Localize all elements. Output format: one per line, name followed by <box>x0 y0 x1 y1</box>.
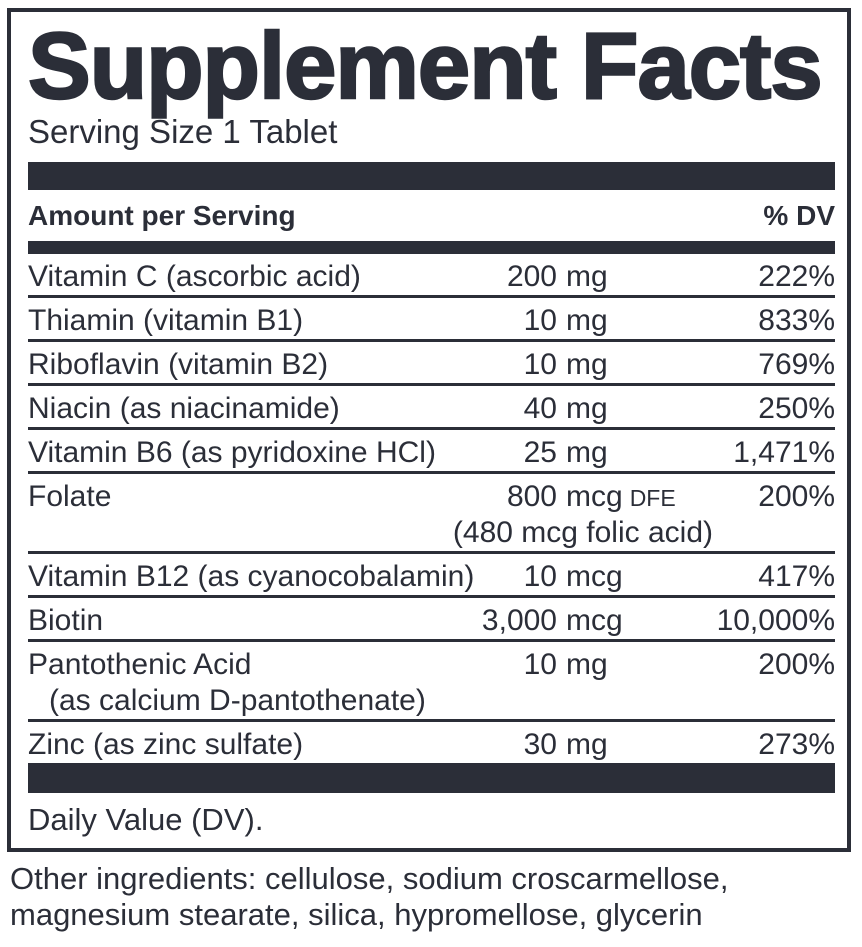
ingredient-row: Folate 800 mcg DFE 200% (480 mcg folic ac… <box>28 474 835 554</box>
ingredient-amount-value: 25 <box>523 435 557 469</box>
ingredient-daily-value: 417% <box>758 559 835 593</box>
serving-size-text: Serving Size 1 Tablet <box>28 112 338 150</box>
percent-dv-header: % DV <box>763 199 835 231</box>
other-ingredients-line-1: Other ingredients: cellulose, sodium cro… <box>10 860 729 896</box>
ingredient-unit-text: mg <box>566 647 608 681</box>
ingredient-amount-value: 10 <box>523 647 557 681</box>
ingredient-unit-text: mg <box>566 727 608 761</box>
ingredient-daily-value: 10,000% <box>716 603 835 637</box>
ingredient-name: Niacin (as niacinamide) <box>28 391 340 425</box>
ingredient-daily-value: 833% <box>758 303 835 337</box>
ingredient-amount-value: 30 <box>523 727 557 761</box>
ingredient-row: Biotin 3,000 mcg 10,000% <box>28 598 835 642</box>
ingredient-subtext: (480 mcg folic acid) <box>452 515 713 549</box>
ingredient-unit-suffix: DFE <box>629 484 676 511</box>
ingredient-amount-value: 10 <box>523 347 557 381</box>
ingredient-row: Niacin (as niacinamide) 40 mg 250% <box>28 386 835 430</box>
ingredient-row: Vitamin C (ascorbic acid) 200 mg 222% <box>28 254 835 298</box>
ingredient-row: Riboflavin (vitamin B2) 10 mg 769% <box>28 342 835 386</box>
ingredient-amount-unit: mg <box>566 391 608 427</box>
ingredient-name: Biotin <box>28 603 104 637</box>
ingredient-daily-value: 200% <box>758 479 835 513</box>
ingredient-row: Thiamin (vitamin B1) 10 mg 833% <box>28 298 835 342</box>
divider-bar-bottom <box>28 762 835 793</box>
ingredient-amount-value: 200 <box>506 259 557 293</box>
ingredient-unit-text: mcg <box>566 559 623 593</box>
ingredient-amount-unit: mg <box>566 347 608 383</box>
ingredient-unit-text: mg <box>566 435 608 469</box>
amount-per-serving-header: Amount per Serving <box>28 199 296 231</box>
ingredient-amount-unit: mcg <box>566 559 623 595</box>
ingredient-row: Pantothenic Acid 10 mg 200% (as calcium … <box>28 642 835 722</box>
ingredient-daily-value: 222% <box>758 259 835 293</box>
ingredient-unit-text: mcg <box>566 479 623 513</box>
daily-value-footnote: Daily Value (DV). <box>28 801 264 837</box>
ingredient-amount-unit: mcg <box>566 603 623 639</box>
ingredient-name: Vitamin B12 (as cyanocobalamin) <box>28 559 475 593</box>
ingredient-amount-unit: mg <box>566 647 608 683</box>
ingredient-amount-value: 800 <box>506 479 557 513</box>
ingredient-name: Vitamin C (ascorbic acid) <box>28 259 361 293</box>
ingredient-unit-text: mg <box>566 391 608 425</box>
ingredient-rows: Vitamin C (ascorbic acid) 200 mg 222% Th… <box>28 254 835 763</box>
other-ingredients-line-2: magnesium stearate, silica, hypromellose… <box>10 897 703 933</box>
ingredient-name: Folate <box>28 479 112 513</box>
ingredient-amount-unit: mcg DFE <box>566 479 676 516</box>
ingredient-amount-value: 10 <box>523 559 557 593</box>
ingredient-amount-unit: mg <box>566 303 608 339</box>
divider-bar-header <box>28 240 835 254</box>
ingredient-amount-value: 3,000 <box>481 603 557 637</box>
ingredient-unit-text: mg <box>566 259 608 293</box>
ingredient-row: Vitamin B12 (as cyanocobalamin) 10 mcg 4… <box>28 554 835 598</box>
ingredient-amount-unit: mg <box>566 727 608 763</box>
ingredient-unit-text: mg <box>566 303 608 337</box>
supplement-facts-panel: Supplement Facts Serving Size 1 Tablet A… <box>7 8 851 852</box>
divider-bar-top <box>28 161 835 190</box>
ingredient-row: Zinc (as zinc sulfate) 30 mg 273% <box>28 722 835 763</box>
ingredient-unit-text: mcg <box>566 603 623 637</box>
ingredient-amount-value: 10 <box>523 303 557 337</box>
ingredient-name: Thiamin (vitamin B1) <box>28 303 304 337</box>
ingredient-name: Zinc (as zinc sulfate) <box>28 727 304 761</box>
ingredient-daily-value: 273% <box>758 727 835 761</box>
ingredient-daily-value: 1,471% <box>733 435 835 469</box>
ingredient-unit-text: mg <box>566 347 608 381</box>
ingredient-row: Vitamin B6 (as pyridoxine HCl) 25 mg 1,4… <box>28 430 835 474</box>
ingredient-name: Riboflavin (vitamin B2) <box>28 347 329 381</box>
column-header-row: Amount per Serving % DV <box>28 190 835 241</box>
panel-title: Supplement Facts <box>27 13 824 118</box>
ingredient-subtext: (as calcium D-pantothenate) <box>49 683 426 717</box>
ingredient-amount-value: 40 <box>523 391 557 425</box>
ingredient-name: Vitamin B6 (as pyridoxine HCl) <box>28 435 436 469</box>
ingredient-daily-value: 250% <box>758 391 835 425</box>
other-ingredients: Other ingredients: cellulose, sodium cro… <box>10 861 862 934</box>
ingredient-daily-value: 200% <box>758 647 835 681</box>
ingredient-amount-unit: mg <box>566 435 608 471</box>
ingredient-name: Pantothenic Acid <box>28 647 252 681</box>
ingredient-amount-unit: mg <box>566 259 608 295</box>
ingredient-daily-value: 769% <box>758 347 835 381</box>
